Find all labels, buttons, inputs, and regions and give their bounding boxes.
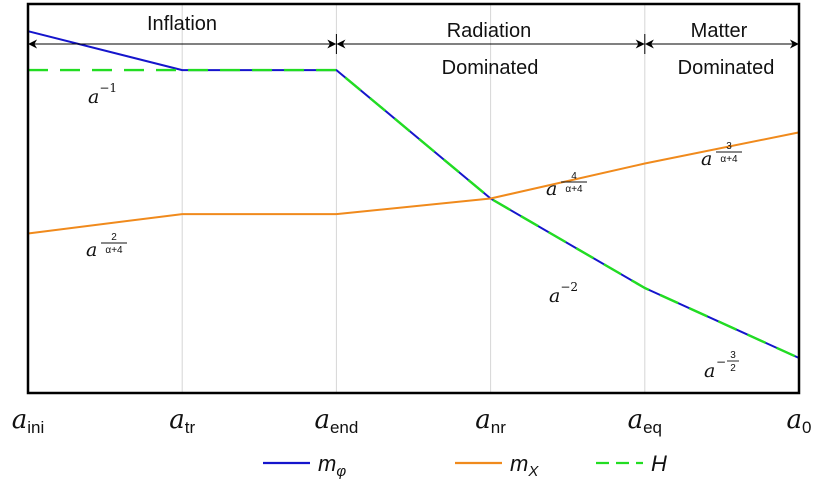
legend-label-0: mφ bbox=[318, 451, 346, 480]
series-line-0 bbox=[27, 30, 800, 359]
annotation-a-2-over-alpha-plus-4: a 2 α+4 bbox=[86, 232, 127, 261]
annotation-base: a bbox=[704, 360, 715, 382]
annotation-denominator: α+4 bbox=[565, 184, 583, 195]
era-label-radiation-line2: Dominated bbox=[442, 57, 539, 79]
annotation-numerator: 2 bbox=[111, 232, 117, 243]
era-label-matter: Matter bbox=[691, 20, 748, 42]
era-label-matter-line2: Dominated bbox=[678, 57, 775, 79]
annotation-a-4-over-alpha-plus-4: a 4 α+4 bbox=[546, 171, 587, 200]
era-arrows bbox=[28, 34, 799, 54]
annotation-a-minus-2: a−2 bbox=[549, 280, 578, 307]
annotation-denominator: α+4 bbox=[105, 245, 123, 256]
x-tick-label-a_end: aend bbox=[314, 405, 358, 437]
legend-label-2: H bbox=[651, 451, 667, 476]
series-line-1 bbox=[27, 131, 800, 235]
vertical-grid bbox=[181, 4, 646, 393]
annotation-minus-sign: − bbox=[716, 355, 726, 369]
annotation-denominator: α+4 bbox=[720, 154, 738, 165]
annotation-denominator: 2 bbox=[730, 363, 736, 374]
annotation-numerator: 3 bbox=[730, 350, 736, 361]
annotation-numerator: 4 bbox=[571, 171, 577, 182]
x-tick-label-a_ini: aini bbox=[12, 405, 45, 437]
annotation-numerator: 3 bbox=[726, 141, 732, 152]
era-label-inflation: Inflation bbox=[147, 13, 217, 35]
annotation-a-3-over-alpha-plus-4: a 3 α+4 bbox=[701, 141, 742, 170]
plot-frame bbox=[26, 2, 801, 395]
era-label-radiation: Radiation bbox=[447, 20, 532, 42]
series-line-2 bbox=[28, 68, 800, 360]
x-tick-label-a_eq: aeq bbox=[628, 405, 662, 437]
legend: mφ mX H bbox=[263, 451, 667, 480]
annotation-a-minus-3-halves: a − 3 2 bbox=[704, 350, 739, 382]
annotation-a-minus-1: a−1 bbox=[88, 81, 117, 108]
x-tick-label-a_0: a0 bbox=[787, 405, 812, 437]
x-axis-tick-labels: aini atr aend anr aeq a0 bbox=[12, 405, 812, 437]
annotation-base: a bbox=[86, 239, 97, 261]
x-tick-label-a_nr: anr bbox=[475, 405, 506, 437]
annotation-base: a bbox=[546, 178, 557, 200]
series-lines bbox=[27, 30, 800, 360]
x-tick-label-a_tr: atr bbox=[169, 405, 195, 437]
legend-label-1: mX bbox=[510, 451, 539, 480]
annotation-base: a bbox=[701, 148, 712, 170]
